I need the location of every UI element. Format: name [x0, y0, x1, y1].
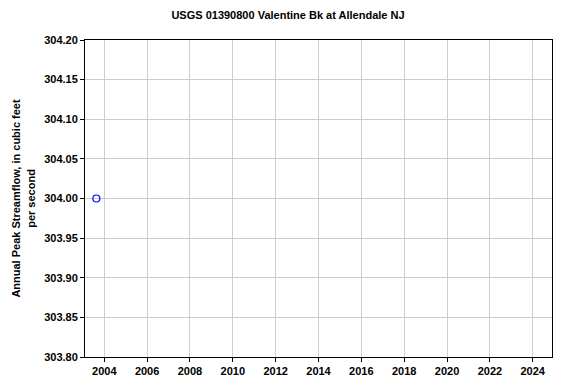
svg-text:2024: 2024	[520, 365, 545, 377]
svg-text:304.20: 304.20	[44, 34, 78, 46]
svg-text:2008: 2008	[178, 365, 202, 377]
svg-text:2016: 2016	[349, 365, 373, 377]
svg-text:2014: 2014	[306, 365, 331, 377]
svg-text:Annual Peak Streamflow, in cub: Annual Peak Streamflow, in cubic feetper…	[10, 99, 36, 298]
svg-text:304.15: 304.15	[44, 73, 78, 85]
svg-text:USGS 01390800 Valentine Bk at: USGS 01390800 Valentine Bk at Allendale …	[171, 9, 404, 21]
svg-text:303.90: 303.90	[44, 272, 78, 284]
svg-text:303.95: 303.95	[44, 232, 78, 244]
svg-text:303.85: 303.85	[44, 311, 78, 323]
svg-text:2004: 2004	[92, 365, 117, 377]
svg-text:304.10: 304.10	[44, 113, 78, 125]
svg-text:2020: 2020	[435, 365, 459, 377]
svg-text:2018: 2018	[392, 365, 416, 377]
svg-text:304.00: 304.00	[44, 192, 78, 204]
svg-text:303.80: 303.80	[44, 351, 78, 363]
svg-text:2006: 2006	[135, 365, 159, 377]
svg-text:2022: 2022	[478, 365, 502, 377]
svg-text:304.05: 304.05	[44, 153, 78, 165]
svg-text:2012: 2012	[263, 365, 287, 377]
svg-text:2010: 2010	[221, 365, 245, 377]
